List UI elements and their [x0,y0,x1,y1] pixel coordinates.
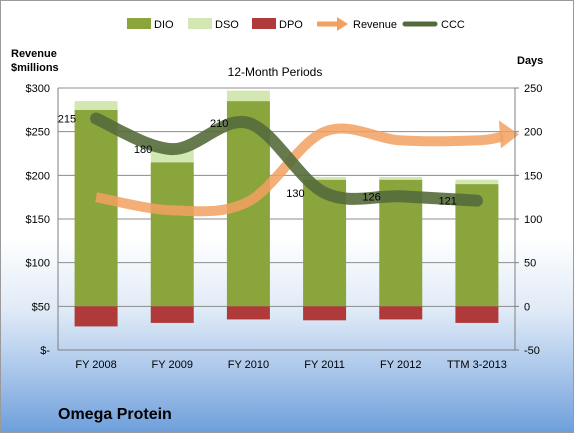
right-axis-tick-label: 150 [524,170,542,182]
dpo-bar [74,306,118,327]
legend-label-dpo: DPO [279,19,303,31]
legend-swatch-dpo [252,18,276,29]
ccc-data-label: 215 [58,114,76,126]
legend-swatch-revenue-arrowhead [337,17,348,31]
ccc-data-label: 180 [134,144,152,156]
legend-label-ccc: CCC [441,19,465,31]
dso-bar [74,101,118,110]
dpo-bar [226,306,270,320]
x-axis-tick-label: FY 2008 [75,359,116,371]
left-axis-title: Revenue [11,48,57,60]
right-axis-title: Days [517,55,543,67]
dso-bar [379,177,423,180]
right-axis-tick-label: -50 [524,345,540,357]
left-axis-tick-label: $150 [26,214,50,226]
left-axis-tick-label: $300 [26,83,50,95]
legend-label-dso: DSO [215,19,239,31]
axes-layer: $- $50 $100 $150 $200 $250 $300 -50 0 50 100 150 200… [26,83,543,371]
x-axis-tick-label: FY 2011 [304,359,345,371]
legend-label-dio: DIO [154,19,174,31]
right-axis-tick-label: 50 [524,258,536,270]
left-axis-tick-label: $100 [26,258,50,270]
revenue-line [95,123,504,217]
legend: DIO DSO DPO Revenue CCC [127,17,465,31]
legend-swatch-dio [127,18,151,29]
left-axis-tick-label: $- [40,345,50,357]
chart-title: 12-Month Periods [228,65,323,79]
ccc-data-label: 130 [286,188,304,200]
dio-bar [74,109,118,307]
x-axis-tick-label: FY 2010 [228,359,269,371]
ccc-data-label: 210 [210,118,228,130]
dso-bar [226,90,270,102]
company-name: Omega Protein [58,406,172,423]
x-axis-tick-label: TTM 3-2013 [447,359,507,371]
x-axis-tick-label: FY 2009 [152,359,193,371]
legend-label-revenue: Revenue [353,19,397,31]
left-axis-tick-label: $50 [32,301,50,313]
ccc-data-label: 126 [362,191,380,203]
left-axis-tick-label: $200 [26,170,50,182]
dpo-bar [150,306,194,323]
ccc-line [90,112,483,207]
right-axis-tick-label: 0 [524,301,530,313]
right-axis-tick-label: 250 [524,83,542,95]
left-axis-title-units: $millions [11,62,59,74]
dso-bar [303,177,347,180]
dpo-bar [455,306,499,323]
dpo-bar [303,306,347,321]
legend-swatch-dso [188,18,212,29]
revenue-arrowhead [498,120,519,149]
left-axis-tick-label: $250 [26,127,50,139]
ccc-data-label: 121 [439,196,457,208]
dpo-bar [379,306,423,320]
dso-bar [455,179,499,185]
x-axis-tick-label: FY 2012 [380,359,421,371]
lines-layer: 215 180 210 130 126 121 [58,112,519,217]
right-axis-tick-label: 200 [524,127,542,139]
right-axis-tick-label: 100 [524,214,542,226]
gridlines [58,87,515,351]
dio-bar [150,162,194,307]
